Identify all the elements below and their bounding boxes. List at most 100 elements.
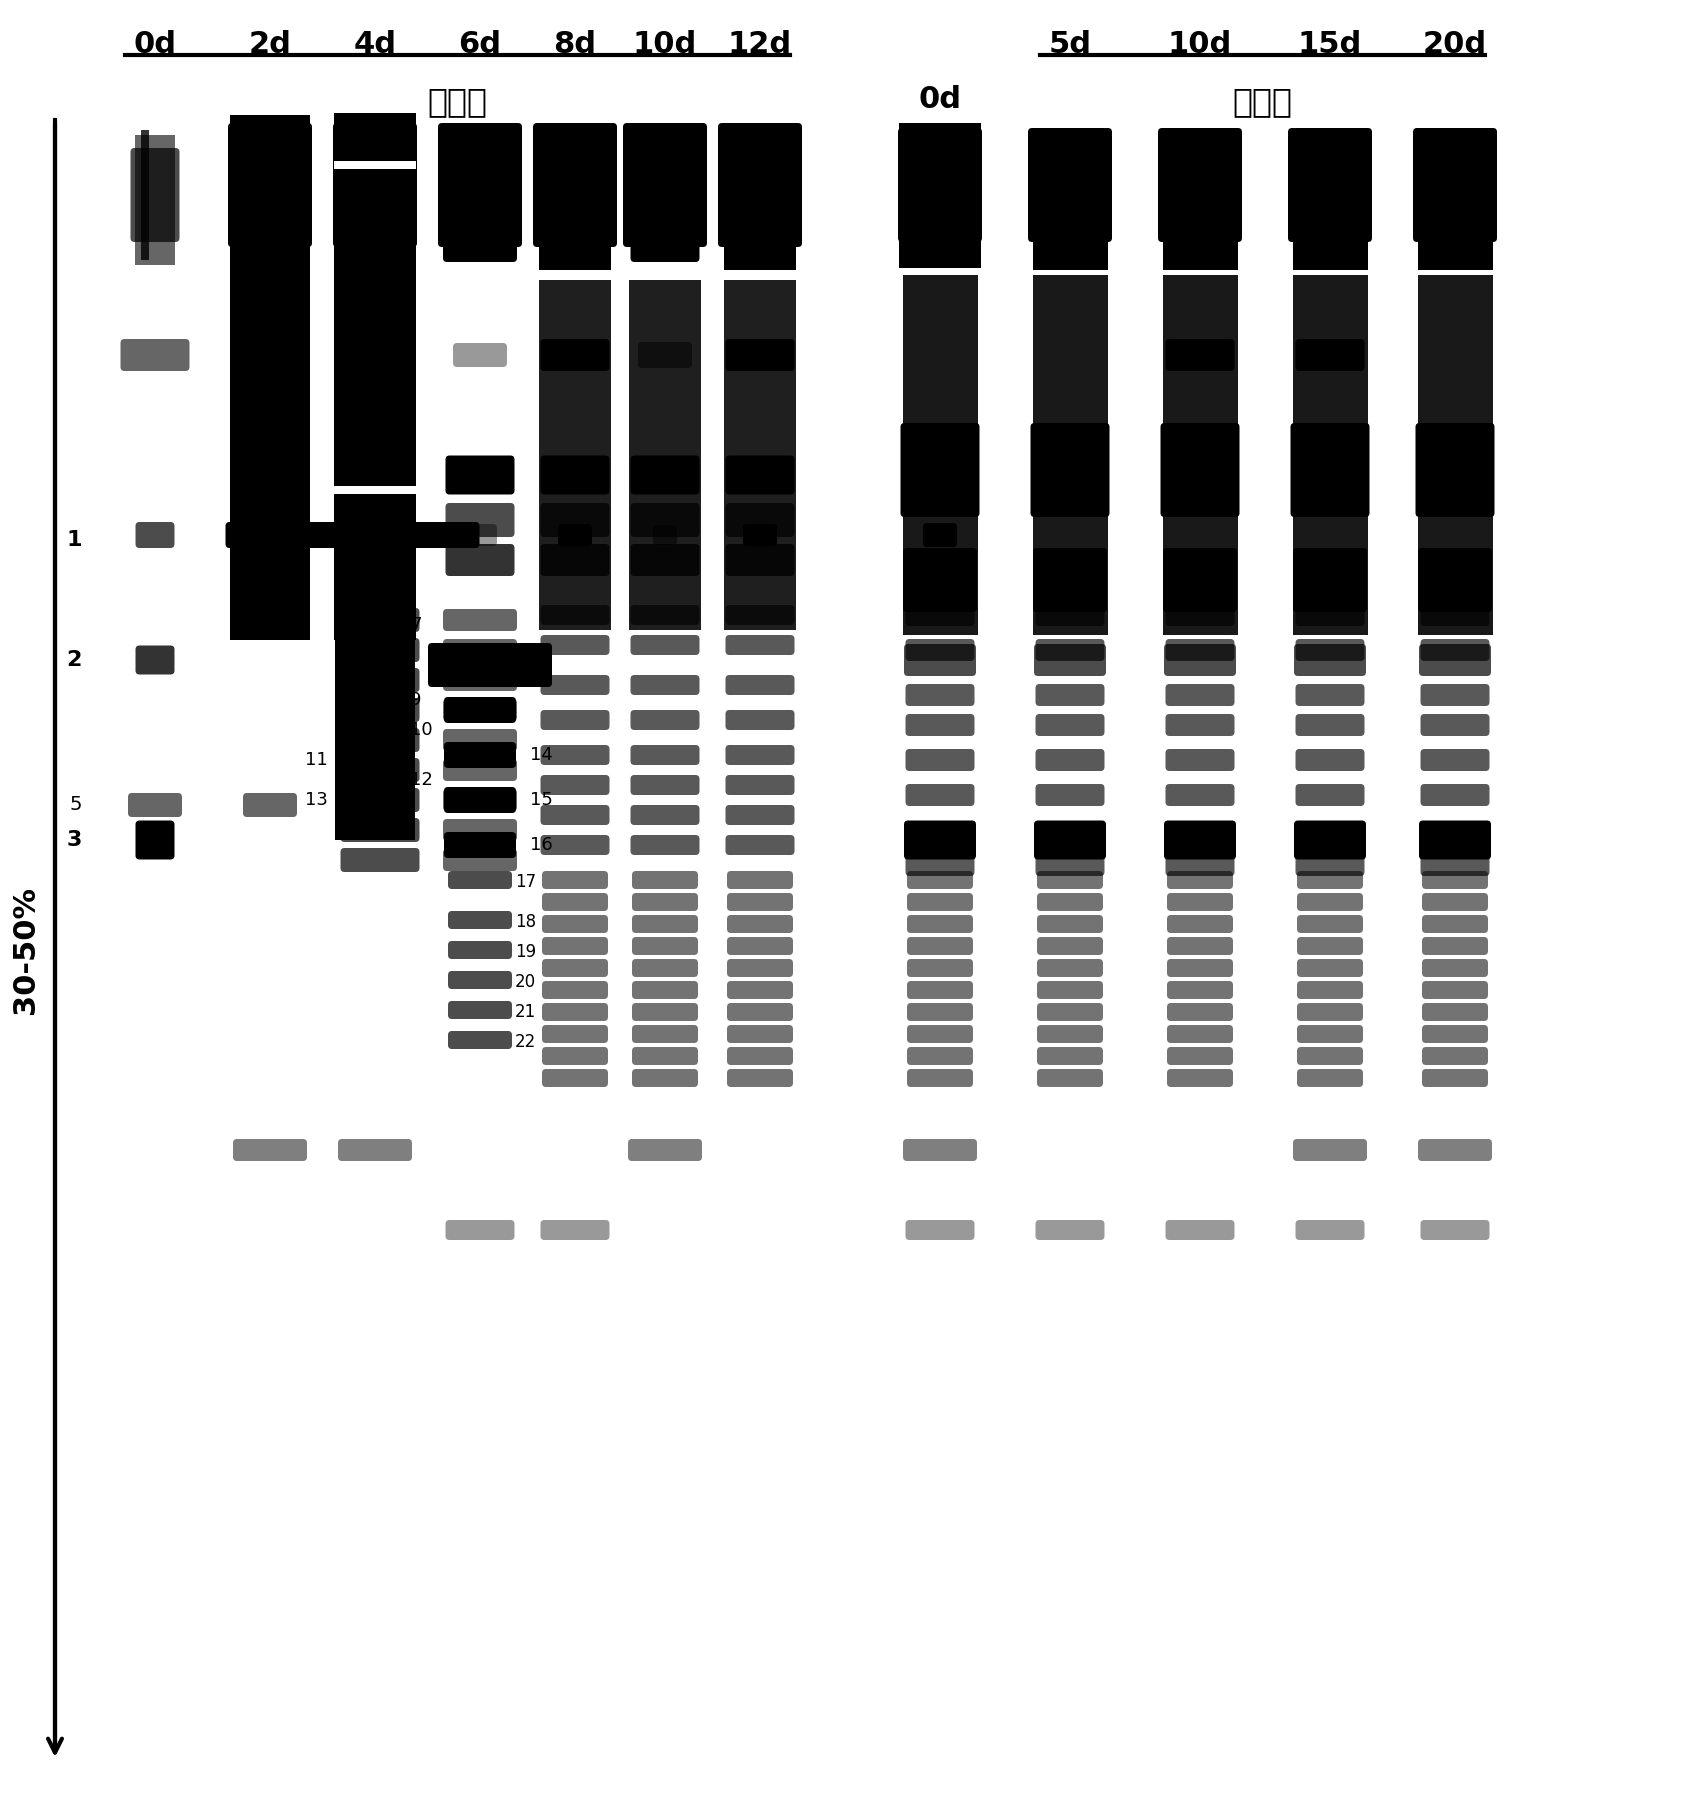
FancyBboxPatch shape xyxy=(1166,1069,1232,1087)
FancyBboxPatch shape xyxy=(447,871,511,889)
FancyBboxPatch shape xyxy=(540,835,609,855)
FancyBboxPatch shape xyxy=(1421,1048,1489,1066)
FancyBboxPatch shape xyxy=(726,804,795,826)
Text: 22: 22 xyxy=(515,1033,537,1051)
FancyBboxPatch shape xyxy=(233,339,307,371)
FancyBboxPatch shape xyxy=(728,892,793,911)
FancyBboxPatch shape xyxy=(1035,604,1104,626)
FancyBboxPatch shape xyxy=(726,835,795,855)
FancyBboxPatch shape xyxy=(631,635,699,654)
FancyBboxPatch shape xyxy=(1421,981,1489,999)
FancyBboxPatch shape xyxy=(1421,714,1489,736)
FancyBboxPatch shape xyxy=(1035,1221,1104,1240)
FancyBboxPatch shape xyxy=(1418,548,1492,611)
FancyBboxPatch shape xyxy=(341,638,420,662)
FancyBboxPatch shape xyxy=(1291,424,1369,517)
FancyBboxPatch shape xyxy=(228,123,312,247)
FancyBboxPatch shape xyxy=(1166,1002,1232,1020)
Bar xyxy=(230,115,311,276)
FancyBboxPatch shape xyxy=(1421,824,1489,846)
FancyBboxPatch shape xyxy=(447,1031,511,1049)
FancyBboxPatch shape xyxy=(728,1024,793,1042)
FancyBboxPatch shape xyxy=(1035,784,1104,806)
FancyBboxPatch shape xyxy=(1296,914,1362,932)
FancyBboxPatch shape xyxy=(906,938,972,956)
FancyBboxPatch shape xyxy=(1421,959,1489,977)
FancyBboxPatch shape xyxy=(905,683,974,707)
Text: 6d: 6d xyxy=(459,31,501,59)
FancyBboxPatch shape xyxy=(333,123,417,247)
FancyBboxPatch shape xyxy=(905,824,974,846)
FancyBboxPatch shape xyxy=(442,849,517,871)
FancyBboxPatch shape xyxy=(717,123,802,247)
Bar xyxy=(630,279,701,629)
FancyBboxPatch shape xyxy=(1166,981,1232,999)
Text: 12: 12 xyxy=(410,772,432,790)
FancyBboxPatch shape xyxy=(442,139,517,261)
FancyBboxPatch shape xyxy=(1163,548,1237,611)
FancyBboxPatch shape xyxy=(540,745,609,764)
FancyBboxPatch shape xyxy=(1421,1221,1489,1240)
FancyBboxPatch shape xyxy=(1161,424,1239,517)
FancyBboxPatch shape xyxy=(726,745,795,764)
FancyBboxPatch shape xyxy=(1421,938,1489,956)
Bar xyxy=(334,220,415,640)
FancyBboxPatch shape xyxy=(728,871,793,889)
FancyBboxPatch shape xyxy=(341,788,420,811)
FancyBboxPatch shape xyxy=(726,635,795,654)
FancyBboxPatch shape xyxy=(540,1221,609,1240)
FancyBboxPatch shape xyxy=(631,1048,699,1066)
FancyBboxPatch shape xyxy=(542,914,608,932)
FancyBboxPatch shape xyxy=(444,786,517,813)
FancyBboxPatch shape xyxy=(341,667,420,692)
FancyBboxPatch shape xyxy=(1036,871,1102,889)
FancyBboxPatch shape xyxy=(1166,959,1232,977)
FancyBboxPatch shape xyxy=(1036,938,1102,956)
FancyBboxPatch shape xyxy=(1296,938,1362,956)
FancyBboxPatch shape xyxy=(442,700,517,721)
FancyBboxPatch shape xyxy=(463,525,496,546)
FancyBboxPatch shape xyxy=(623,123,707,247)
FancyBboxPatch shape xyxy=(726,339,795,371)
FancyBboxPatch shape xyxy=(1413,128,1497,242)
Text: 5: 5 xyxy=(69,795,83,815)
FancyBboxPatch shape xyxy=(905,855,974,876)
Text: 10d: 10d xyxy=(633,31,697,59)
FancyBboxPatch shape xyxy=(1165,644,1236,676)
FancyBboxPatch shape xyxy=(1421,892,1489,911)
FancyBboxPatch shape xyxy=(726,710,795,730)
FancyBboxPatch shape xyxy=(631,804,699,826)
FancyBboxPatch shape xyxy=(905,820,976,860)
FancyBboxPatch shape xyxy=(728,1002,793,1020)
FancyBboxPatch shape xyxy=(906,1048,972,1066)
FancyBboxPatch shape xyxy=(338,339,412,371)
FancyBboxPatch shape xyxy=(726,545,795,575)
FancyBboxPatch shape xyxy=(446,1221,515,1240)
Bar xyxy=(230,557,311,563)
FancyBboxPatch shape xyxy=(446,545,515,575)
Bar xyxy=(1163,130,1237,270)
FancyBboxPatch shape xyxy=(341,819,420,842)
FancyBboxPatch shape xyxy=(631,674,699,694)
FancyBboxPatch shape xyxy=(135,645,174,674)
FancyBboxPatch shape xyxy=(905,644,976,676)
FancyBboxPatch shape xyxy=(130,148,179,242)
Bar xyxy=(1163,276,1237,635)
FancyBboxPatch shape xyxy=(1166,871,1232,889)
Text: 12d: 12d xyxy=(728,31,792,59)
FancyBboxPatch shape xyxy=(631,892,699,911)
FancyBboxPatch shape xyxy=(1036,1069,1102,1087)
FancyBboxPatch shape xyxy=(631,1024,699,1042)
FancyBboxPatch shape xyxy=(631,981,699,999)
FancyBboxPatch shape xyxy=(559,525,592,546)
FancyBboxPatch shape xyxy=(341,728,420,752)
FancyBboxPatch shape xyxy=(226,523,479,548)
FancyBboxPatch shape xyxy=(542,959,608,977)
FancyBboxPatch shape xyxy=(1165,824,1234,846)
FancyBboxPatch shape xyxy=(135,820,174,860)
FancyBboxPatch shape xyxy=(429,644,552,687)
FancyBboxPatch shape xyxy=(1421,748,1489,772)
FancyBboxPatch shape xyxy=(905,638,974,662)
Text: 贮存期: 贮存期 xyxy=(1232,85,1293,117)
FancyBboxPatch shape xyxy=(447,972,511,990)
